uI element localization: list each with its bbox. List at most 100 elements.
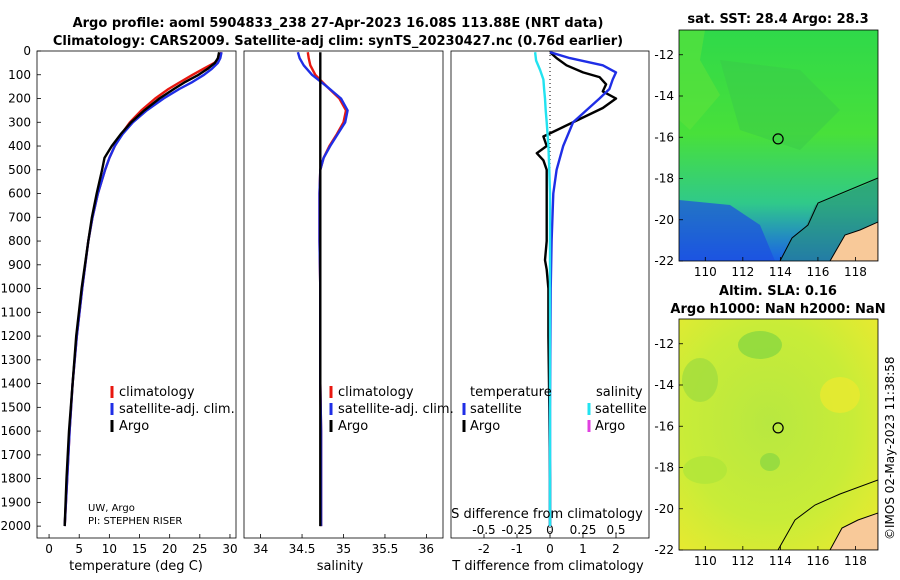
- salinity-x-axis: 34 34.5 35 35.5 36: [253, 534, 434, 556]
- sla-heatmap: [679, 319, 878, 550]
- x-tick-label: 25: [192, 542, 207, 556]
- salinity-panel: 34 34.5 35 35.5 36 salinity climatology sate…: [243, 50, 454, 574]
- y-tick-label: 0: [23, 44, 31, 58]
- sla-low-patch: [738, 331, 782, 359]
- legend-label-argo: Argo: [119, 419, 149, 434]
- y-tick-label: 2000: [0, 519, 31, 533]
- sst-map-frame: [678, 29, 879, 262]
- salinity-series: [296, 51, 349, 527]
- map-y-tick-label: -16: [654, 419, 674, 433]
- x-tick-label: 30: [222, 542, 237, 556]
- sla-low-patch: [760, 453, 780, 471]
- header-line-2: Climatology: CARS2009. Satellite-adj cli…: [53, 34, 623, 49]
- map-y-tick-label: -12: [654, 48, 674, 62]
- x-tick-label: 36: [419, 542, 434, 556]
- map-y-tick-label: -14: [654, 378, 674, 392]
- map-y-tick-label: -22: [654, 543, 674, 557]
- annotation-pi: PI: STEPHEN RISER: [88, 516, 182, 527]
- x-tick-label: 15: [132, 542, 147, 556]
- map-y-tick-label: -20: [654, 213, 674, 227]
- sla-map-axes: 110 112 114 116 118 -12 -14 -16 -18 -20 -22: [654, 337, 867, 568]
- temperature-series: [63, 51, 223, 527]
- difference-series: [533, 51, 618, 538]
- sst-heatmap: [679, 30, 878, 261]
- y-tick-label: 200: [8, 92, 31, 106]
- map-x-tick-label: 116: [806, 265, 829, 279]
- x-tick-label: -1: [511, 542, 523, 556]
- s-tick-label: 0.5: [606, 523, 625, 537]
- sla-low-patch: [682, 358, 718, 402]
- x-tick-label: 1: [579, 542, 587, 556]
- legend-label-satellite-adj: satellite-adj. clim.: [338, 402, 454, 417]
- temperature-x-axis: 0 5 10 15 20 25 30: [45, 534, 238, 556]
- sla-map-title-2: Argo h1000: NaN h2000: NaN: [670, 302, 885, 317]
- sst-map-panel: sat. SST: 28.4 Argo: 28.3 110 112 114 116 11…: [654, 12, 879, 279]
- map-x-tick-label: 114: [769, 554, 792, 568]
- y-tick-label: 100: [8, 68, 31, 82]
- y-tick-label: 1700: [0, 448, 31, 462]
- legend-label-argo-t: Argo: [470, 419, 500, 434]
- salinity-legend: climatology satellite-adj. clim. Argo: [329, 385, 454, 434]
- legend-label-satellite-adj: satellite-adj. clim.: [119, 402, 235, 417]
- difference-legend: temperature salinity satellite Argo sate…: [462, 385, 647, 434]
- series-line-satellite-s: [533, 52, 552, 527]
- sla-map-title-1: Altim. SLA: 0.16: [719, 284, 837, 299]
- sla-isobath: [777, 479, 878, 550]
- s-tick-label: 0.25: [570, 523, 597, 537]
- legend-label-argo: Argo: [338, 419, 368, 434]
- legend-label-climatology: climatology: [119, 385, 195, 400]
- float-position-marker: [772, 422, 784, 434]
- legend-label-sat-t: satellite: [470, 402, 522, 417]
- y-tick-label: 900: [8, 258, 31, 272]
- annotation-institution: UW, Argo: [88, 503, 135, 514]
- legend-heading-temperature: temperature: [470, 385, 552, 400]
- difference-axes: -2 -1 0 1 2 -0.5 -0.25 0 0.25 0.5: [472, 523, 625, 556]
- map-y-tick-label: -16: [654, 130, 674, 144]
- y-tick-label: 500: [8, 163, 31, 177]
- y-tick-label: 600: [8, 187, 31, 201]
- map-x-tick-label: 114: [769, 265, 792, 279]
- series-line-argo-t: [535, 51, 618, 527]
- x-tick-label: 20: [162, 542, 177, 556]
- x-tick-label: 34: [253, 542, 268, 556]
- legend-label-argo-s: Argo: [595, 419, 625, 434]
- sla-land: [829, 512, 878, 550]
- map-x-tick-label: 118: [844, 554, 867, 568]
- temperature-xlabel: temperature (deg C): [69, 559, 203, 574]
- sla-field: [679, 319, 878, 550]
- sst-mid-patch: [720, 60, 840, 150]
- legend-label-sat-s: satellite: [595, 402, 647, 417]
- x-tick-label: 35: [336, 542, 351, 556]
- sla-low-patch: [683, 456, 727, 484]
- sst-map-axes: 110 112 114 116 118 -12 -14 -16 -18 -20 -22: [654, 48, 867, 279]
- map-x-tick-label: 118: [844, 265, 867, 279]
- legend-heading-salinity: salinity: [596, 385, 643, 400]
- x-tick-label: 0: [45, 542, 53, 556]
- x-tick-label: -2: [478, 542, 490, 556]
- map-y-tick-label: -18: [654, 461, 674, 475]
- x-tick-label: 0: [546, 542, 554, 556]
- x-tick-label: 2: [612, 542, 620, 556]
- map-x-tick-label: 110: [694, 265, 717, 279]
- t-difference-label: T difference from climatology: [451, 559, 644, 574]
- float-position-marker: [772, 133, 784, 145]
- sst-cold-patch: [679, 200, 775, 261]
- y-tick-label: 1500: [0, 400, 31, 414]
- y-tick-label: 700: [8, 210, 31, 224]
- s-tick-label: 0: [546, 523, 554, 537]
- y-tick-label: 1600: [0, 424, 31, 438]
- y-tick-label: 300: [8, 115, 31, 129]
- sla-map-panel: Altim. SLA: 0.16 Argo h1000: NaN h2000: …: [654, 284, 885, 568]
- s-tick-label: -0.5: [472, 523, 495, 537]
- x-tick-label: 10: [102, 542, 117, 556]
- series-line-climatology: [63, 51, 223, 527]
- map-x-tick-label: 110: [694, 554, 717, 568]
- map-y-tick-label: -12: [654, 337, 674, 351]
- map-x-tick-label: 116: [806, 554, 829, 568]
- y-tick-label: 1000: [0, 282, 31, 296]
- x-tick-label: 5: [75, 542, 83, 556]
- s-tick-label: -0.25: [501, 523, 532, 537]
- header-line-1: Argo profile: aoml 5904833_238 27-Apr-20…: [73, 16, 604, 31]
- series-line-satellite-t: [548, 51, 618, 527]
- series-line-argo: [63, 51, 221, 527]
